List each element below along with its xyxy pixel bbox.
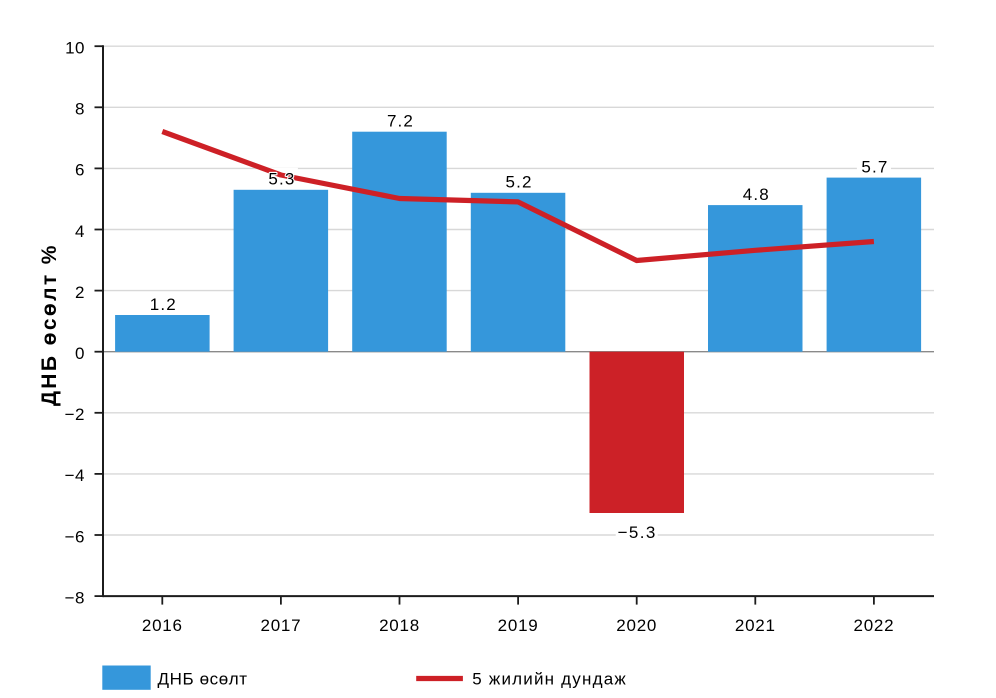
svg-text:2020: 2020 — [616, 616, 657, 635]
svg-text:ДНБ өсөлт: ДНБ өсөлт — [158, 669, 248, 688]
svg-text:0: 0 — [75, 344, 85, 363]
svg-text:−6: −6 — [65, 527, 85, 546]
svg-text:5.2: 5.2 — [506, 173, 533, 192]
svg-text:−8: −8 — [65, 588, 85, 607]
svg-text:−4: −4 — [65, 466, 85, 485]
svg-text:4.8: 4.8 — [743, 185, 770, 204]
svg-text:2021: 2021 — [735, 616, 776, 635]
svg-text:5.7: 5.7 — [861, 157, 888, 176]
svg-text:2022: 2022 — [853, 616, 894, 635]
svg-text:2: 2 — [75, 283, 85, 302]
svg-text:8: 8 — [75, 100, 85, 119]
svg-text:4: 4 — [75, 222, 85, 241]
svg-text:ДНБ өсөлт %: ДНБ өсөлт % — [38, 243, 61, 406]
svg-text:−5.3: −5.3 — [618, 523, 657, 542]
svg-text:2016: 2016 — [142, 616, 183, 635]
svg-text:2018: 2018 — [379, 616, 420, 635]
svg-text:7.2: 7.2 — [387, 112, 414, 131]
svg-text:5.3: 5.3 — [268, 170, 295, 189]
svg-text:1.2: 1.2 — [150, 295, 177, 314]
svg-text:5 жилийн дундаж: 5 жилийн дундаж — [472, 669, 627, 688]
svg-text:−2: −2 — [65, 405, 85, 424]
svg-text:6: 6 — [75, 161, 85, 180]
svg-text:10: 10 — [65, 39, 85, 58]
svg-text:2017: 2017 — [260, 616, 301, 635]
svg-text:2019: 2019 — [498, 616, 539, 635]
